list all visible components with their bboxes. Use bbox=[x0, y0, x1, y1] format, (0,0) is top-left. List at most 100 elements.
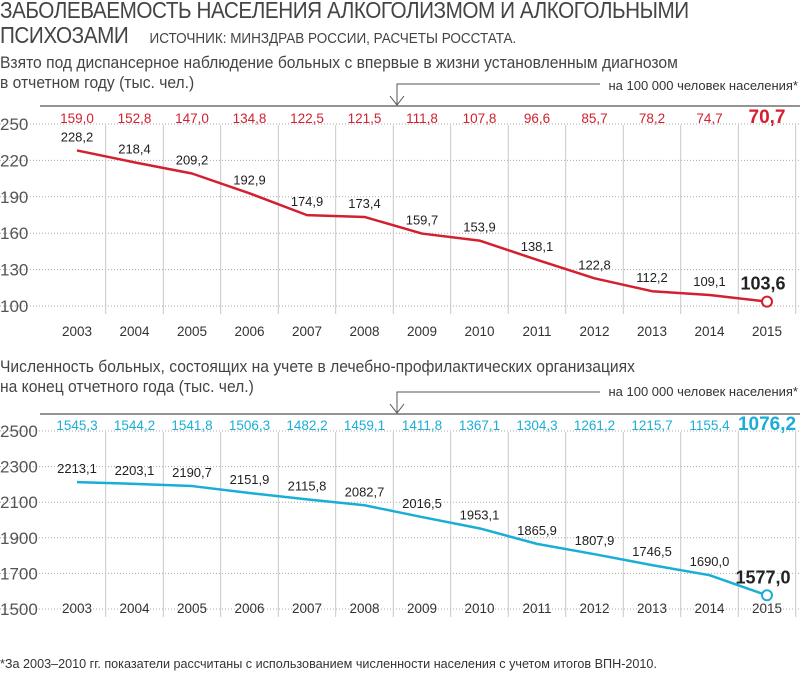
chart2-per100k-value: 1215,7 bbox=[631, 418, 672, 433]
chart1-per100k-value: 122,5 bbox=[290, 111, 324, 126]
title-line2: ПСИХОЗАМИ bbox=[0, 22, 129, 48]
chart2-data-label: 1807,9 bbox=[575, 533, 615, 548]
chart1-subtitle-line1: Взято под диспансерное наблюдение больны… bbox=[0, 53, 678, 72]
chart1-ytick-label: 190 bbox=[0, 188, 28, 207]
chart1-ytick-label: 250 bbox=[0, 115, 28, 134]
chart2-subtitle: Численность больных, состоящих на учете … bbox=[0, 357, 635, 397]
chart1-xtick-label: 2014 bbox=[694, 324, 725, 339]
chart2-per100k-value: 1506,3 bbox=[229, 418, 270, 433]
chart2-data-label: 2213,1 bbox=[57, 461, 97, 476]
chart1-series-line bbox=[76, 149, 768, 303]
chart1-data-label: 109,1 bbox=[693, 274, 726, 289]
chart2-xtick-label: 2006 bbox=[234, 601, 264, 616]
chart1-xtick-label: 2010 bbox=[464, 324, 494, 339]
chart2-per100k-value: 1482,2 bbox=[286, 418, 327, 433]
chart2-ytick-label: 1900 bbox=[0, 529, 38, 548]
chart2-data-label: 2151,9 bbox=[230, 472, 270, 487]
chart1-data-label: 209,2 bbox=[176, 153, 209, 168]
chart1-xtick-label: 2004 bbox=[119, 324, 150, 339]
chart1-data-label: 138,1 bbox=[521, 239, 554, 254]
chart1-per100k-value: 85,7 bbox=[581, 111, 607, 126]
chart2-xtick-label: 2010 bbox=[464, 601, 494, 616]
chart1-ytick-label: 220 bbox=[0, 151, 28, 170]
chart1-xtick-label: 2015 bbox=[752, 324, 782, 339]
chart2-per100k-value: 1545,3 bbox=[56, 418, 97, 433]
chart2-xtick-label: 2008 bbox=[349, 601, 379, 616]
chart2-pointer-line bbox=[396, 391, 600, 412]
chart2-series-line bbox=[76, 480, 768, 597]
chart1-xtick-label: 2006 bbox=[234, 324, 264, 339]
chart2-xtick-label: 2015 bbox=[752, 601, 782, 616]
chart2-subtitle-line1: Численность больных, состоящих на учете … bbox=[0, 357, 635, 376]
chart2-xtick-label: 2009 bbox=[407, 601, 437, 616]
chart2-xtick-label: 2004 bbox=[119, 601, 150, 616]
chart2-data-label: 2016,5 bbox=[402, 496, 442, 511]
chart2-xtick-label: 2014 bbox=[694, 601, 725, 616]
chart2-per100k-value: 1304,3 bbox=[516, 418, 557, 433]
chart2-per100k-value: 1459,1 bbox=[344, 418, 385, 433]
chart1-data-label: 192,9 bbox=[233, 172, 266, 187]
chart1-data-label: 228,2 bbox=[61, 129, 94, 144]
chart2-per100k-value: 1544,2 bbox=[114, 418, 155, 433]
chart2-data-label: 1865,9 bbox=[517, 523, 557, 538]
chart1-xtick-label: 2007 bbox=[292, 324, 322, 339]
chart2-last-point bbox=[761, 589, 773, 602]
chart1-xtick-label: 2009 bbox=[407, 324, 437, 339]
chart1-last-point bbox=[761, 295, 773, 308]
chart1-arrow-icon bbox=[389, 95, 405, 106]
chart2-per100k-value: 1541,8 bbox=[171, 418, 212, 433]
chart1-data-label: 103,6 bbox=[740, 274, 785, 294]
chart1-xtick-label: 2003 bbox=[62, 324, 92, 339]
footnote: *За 2003–2010 гг. показатели рассчитаны … bbox=[0, 656, 657, 671]
chart2-ytick-label: 1700 bbox=[0, 564, 38, 583]
chart2-ytick-label: 2100 bbox=[0, 493, 38, 512]
chart1-per100k-value: 70,7 bbox=[749, 107, 786, 128]
chart1-subtitle: Взято под диспансерное наблюдение больны… bbox=[0, 53, 678, 93]
chart1-xtick-label: 2008 bbox=[349, 324, 379, 339]
chart1-per100k-value: 159,0 bbox=[60, 111, 94, 126]
chart1-per100k-value: 121,5 bbox=[348, 111, 382, 126]
chart2-data-label: 2082,7 bbox=[345, 484, 385, 499]
chart1-per100k-value: 78,2 bbox=[639, 111, 665, 126]
source: ИСТОЧНИК: МИНЗДРАВ РОССИИ, РАСЧЕТЫ РОССТ… bbox=[149, 30, 517, 47]
chart1-ytick-label: 160 bbox=[0, 224, 28, 243]
chart2-xtick-label: 2007 bbox=[292, 601, 322, 616]
chart1-ytick-label: 100 bbox=[0, 297, 28, 316]
chart2-per100k-value: 1261,2 bbox=[574, 418, 615, 433]
chart-title: ЗАБОЛЕВАЕМОСТЬ НАСЕЛЕНИЯ АЛКОГОЛИЗМОМ И … bbox=[0, 0, 689, 51]
chart1-per100k-value: 134,8 bbox=[233, 111, 267, 126]
chart2-arrow-icon bbox=[389, 403, 405, 414]
chart1-subtitle-line2: в отчетном году (тыс. чел.) bbox=[0, 73, 195, 92]
chart2-data-label: 1746,5 bbox=[632, 544, 672, 559]
chart2-data-label: 1577,0 bbox=[735, 567, 790, 587]
chart1-per100k-value: 147,0 bbox=[175, 111, 209, 126]
chart1-xtick-label: 2013 bbox=[637, 324, 667, 339]
chart2-per100k-value: 1411,8 bbox=[402, 418, 442, 433]
chart2-subtitle-line2: на конец отчетного года (тыс. чел.) bbox=[0, 377, 254, 396]
chart1-pointer-line bbox=[396, 83, 600, 104]
chart2-ytick-label: 1500 bbox=[0, 600, 38, 619]
chart1-data-label: 159,7 bbox=[406, 213, 439, 228]
chart1-ytick-label: 130 bbox=[0, 261, 28, 280]
chart2-xtick-label: 2003 bbox=[62, 601, 92, 616]
chart1-per100k-value: 96,6 bbox=[524, 111, 550, 126]
chart2-ytick-label: 2500 bbox=[0, 422, 38, 441]
chart2-data-label: 2115,8 bbox=[288, 478, 327, 493]
chart1-xtick-label: 2011 bbox=[522, 324, 551, 339]
chart2-per100k-value: 1367,1 bbox=[459, 418, 500, 433]
chart1-xtick-label: 2005 bbox=[177, 324, 207, 339]
chart2-data-label: 2190,7 bbox=[172, 465, 212, 480]
chart1-data-label: 218,4 bbox=[118, 141, 151, 156]
chart2-per100k-value: 1076,2 bbox=[738, 414, 796, 435]
chart2-data-label: 1690,0 bbox=[690, 554, 730, 569]
chart1-data-label: 112,2 bbox=[636, 270, 668, 285]
chart2-data-label: 1953,1 bbox=[460, 507, 500, 522]
chart2-ytick-label: 2300 bbox=[0, 458, 38, 477]
chart1-per100k-value: 111,8 bbox=[406, 111, 438, 126]
chart2-data-label: 2203,1 bbox=[115, 463, 155, 478]
chart1-per100k-label: на 100 000 человек населения* bbox=[608, 78, 798, 93]
chart2-xtick-label: 2005 bbox=[177, 601, 207, 616]
title-line1: ЗАБОЛЕВАЕМОСТЬ НАСЕЛЕНИЯ АЛКОГОЛИЗМОМ И … bbox=[0, 0, 689, 23]
chart1-data-label: 173,4 bbox=[348, 196, 381, 211]
